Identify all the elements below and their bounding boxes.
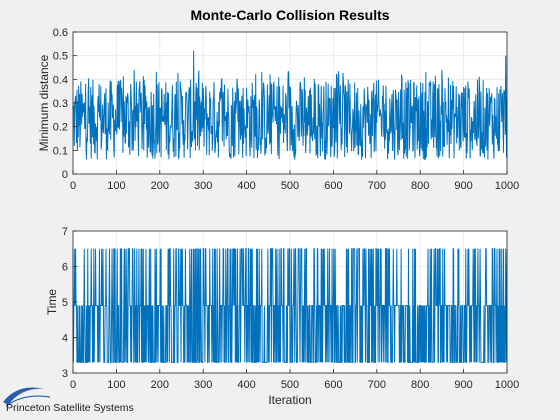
y-tick-label: 0 (62, 169, 68, 181)
top-y-axis-label: Minimum distance (37, 54, 51, 151)
x-tick-label: 1000 (495, 379, 519, 391)
y-tick-label: 0.5 (53, 51, 68, 63)
y-tick-label: 3 (62, 368, 68, 380)
bottom-series-line (72, 248, 508, 363)
bottom-x-axis-label: Iteration (268, 393, 311, 407)
y-tick-label: 6 (62, 262, 68, 274)
x-tick-label: 800 (411, 180, 429, 192)
x-tick-label: 200 (151, 379, 169, 391)
x-tick-label: 1000 (495, 180, 519, 192)
y-tick-label: 0.3 (53, 98, 68, 110)
y-tick-label: 7 (62, 226, 68, 238)
logo-text: Princeton Satellite Systems (6, 402, 134, 414)
x-tick-label: 300 (194, 180, 212, 192)
x-tick-label: 100 (107, 180, 125, 192)
x-tick-label: 700 (368, 379, 386, 391)
chart-title: Monte-Carlo Collision Results (190, 7, 389, 23)
x-tick-label: 500 (281, 379, 299, 391)
princeton-satellite-systems-logo: Princeton Satellite Systems (3, 387, 134, 414)
x-tick-label: 900 (454, 379, 472, 391)
x-tick-label: 500 (281, 180, 299, 192)
logo-swoosh-icon (3, 387, 44, 405)
top-series-line (72, 50, 508, 160)
x-tick-label: 600 (324, 180, 342, 192)
y-tick-label: 0.2 (53, 122, 68, 134)
y-tick-label: 0.1 (53, 145, 68, 157)
bottom-axes: 0 100 200 300 400 500 600 700 800 900 1000 3 4 5 6 7 T… (45, 226, 519, 407)
top-x-ticks: 0 100 200 300 400 500 600 700 800 900 1000 (70, 170, 519, 192)
x-tick-label: 400 (237, 180, 255, 192)
x-tick-label: 200 (151, 180, 169, 192)
x-tick-label: 300 (194, 379, 212, 391)
x-tick-label: 400 (237, 379, 255, 391)
x-tick-label: 100 (107, 379, 125, 391)
logo-orbit-icon (5, 395, 51, 407)
x-tick-label: 0 (70, 180, 76, 192)
top-y-ticks: 0 0.1 0.2 0.3 0.4 0.5 0.6 (53, 27, 77, 181)
y-tick-label: 4 (62, 333, 68, 345)
y-tick-label: 0.4 (53, 74, 68, 86)
bottom-y-ticks: 3 4 5 6 7 (62, 226, 77, 380)
x-tick-label: 0 (70, 379, 76, 391)
x-tick-label: 700 (368, 180, 386, 192)
x-tick-label: 800 (411, 379, 429, 391)
bottom-x-ticks: 0 100 200 300 400 500 600 700 800 900 1000 (70, 369, 519, 391)
y-tick-label: 5 (62, 297, 68, 309)
x-tick-label: 900 (454, 180, 472, 192)
x-tick-label: 600 (324, 379, 342, 391)
top-axes: 0 100 200 300 400 500 600 700 800 900 1000 0 0.1 0.2… (37, 27, 519, 192)
y-tick-label: 0.6 (53, 27, 68, 39)
bottom-y-axis-label: Time (45, 289, 59, 316)
